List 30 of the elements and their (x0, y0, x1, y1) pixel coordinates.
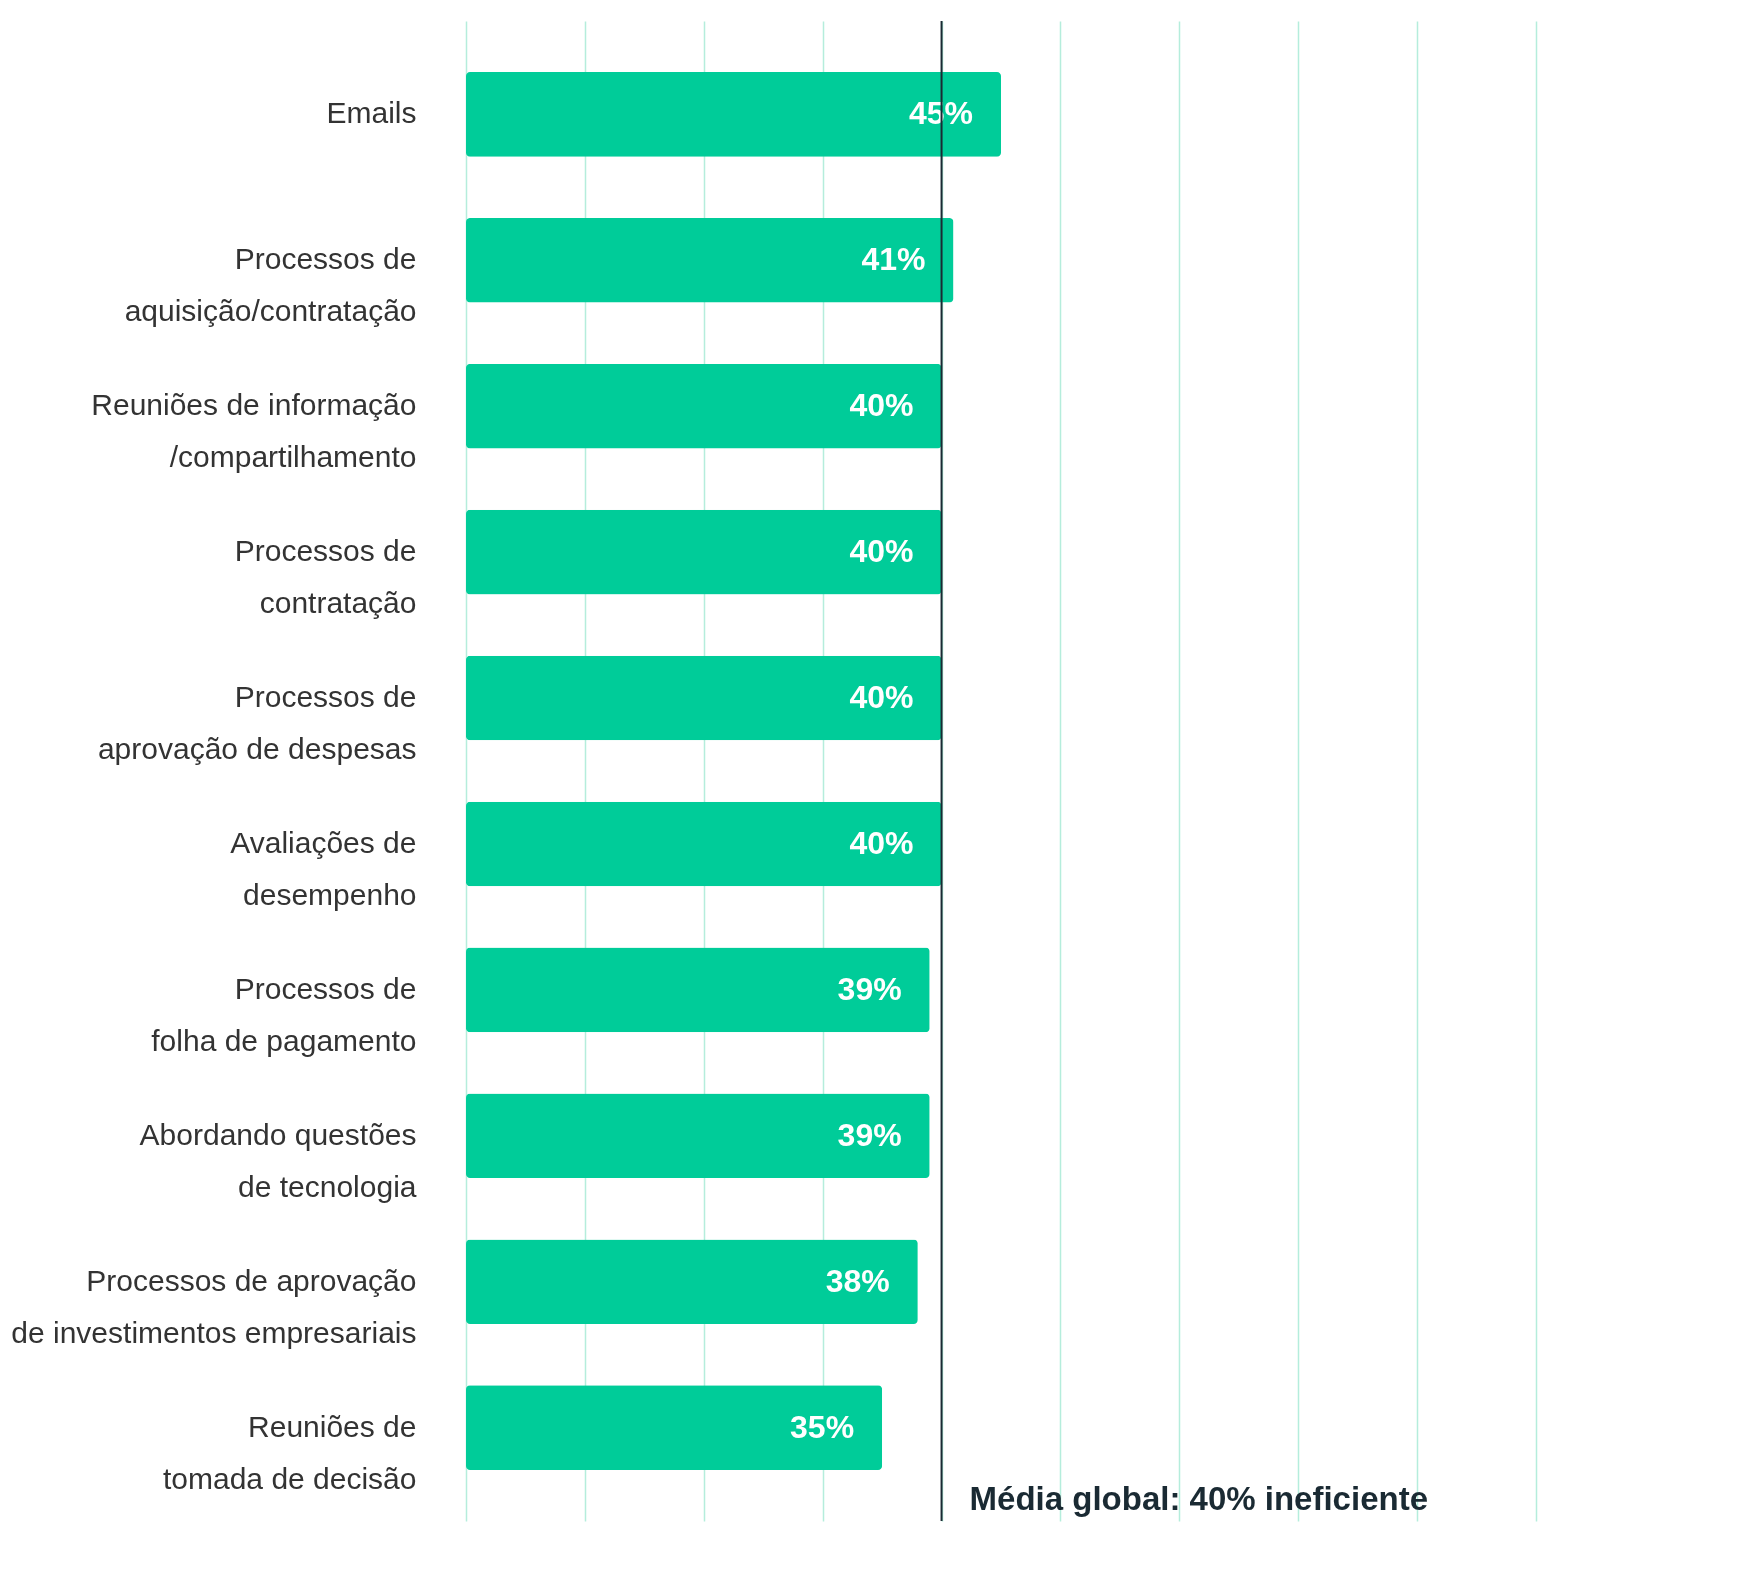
y-tick-label: Reuniões de informação /compartilhamento (91, 388, 417, 474)
y-tick-label: Processos de contratação (234, 534, 417, 620)
y-tick-label: Avaliações de desempenho (230, 825, 417, 911)
bar (466, 801, 942, 887)
bar (466, 217, 954, 303)
bar (466, 947, 930, 1033)
data-label: 40% (849, 533, 914, 570)
data-label: 40% (849, 679, 914, 716)
bar (466, 509, 942, 595)
data-label: 41% (861, 241, 926, 278)
y-tick-label: Processos de aprovação de investimentos empresariais (11, 1263, 417, 1349)
data-label: 38% (825, 1262, 890, 1299)
y-tick-label: Emails (326, 96, 417, 130)
y-tick-label: Abordando questões de tecnologia (139, 1117, 417, 1203)
y-tick-label: Processos de aquisição/contratação (124, 242, 417, 328)
bar (466, 655, 942, 741)
y-tick-label: Reuniões de tomada de decisão (162, 1409, 417, 1495)
data-label: 39% (837, 1116, 902, 1153)
data-label: 40% (849, 824, 914, 861)
y-tick-label: Processos de folha de pagamento (151, 971, 417, 1057)
data-label: 35% (790, 1408, 855, 1445)
y-tick-label: Processos de aprovação de despesas (97, 680, 417, 766)
bar (466, 1385, 883, 1470)
bar (466, 363, 942, 449)
bar (466, 1093, 930, 1179)
bar (466, 72, 1001, 157)
ref-line-label: Média global: 40% ineficiente (969, 1480, 1429, 1517)
data-label: 39% (837, 970, 902, 1007)
data-label: 40% (849, 387, 914, 424)
bar (466, 1239, 918, 1325)
